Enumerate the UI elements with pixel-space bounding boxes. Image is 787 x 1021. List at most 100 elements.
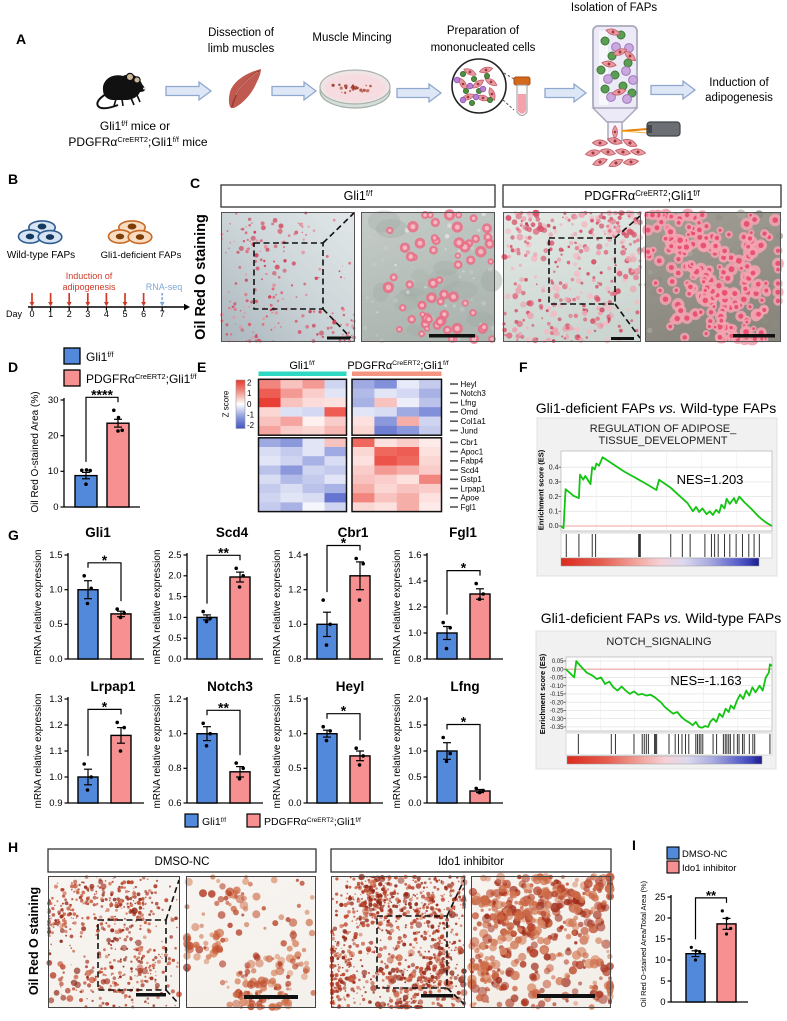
- svg-text:0: 0: [660, 997, 665, 1008]
- svg-text:1.4: 1.4: [408, 576, 421, 587]
- svg-text:B: B: [8, 171, 18, 187]
- svg-text:F: F: [519, 359, 528, 375]
- svg-text:1.0: 1.0: [168, 729, 181, 740]
- svg-text:20: 20: [655, 913, 666, 924]
- svg-text:mRNA relative expression: mRNA relative expression: [152, 549, 163, 664]
- svg-text:Preparation of: Preparation of: [447, 25, 520, 37]
- svg-text:0.0: 0.0: [288, 798, 301, 809]
- svg-text:7: 7: [160, 309, 165, 319]
- svg-text:Oil Red O staining: Oil Red O staining: [193, 214, 209, 340]
- svg-text:RNA-seq: RNA-seq: [146, 282, 183, 292]
- svg-text:Fabp4: Fabp4: [461, 457, 484, 466]
- svg-text:*: *: [461, 560, 467, 576]
- svg-text:-0.25: -0.25: [550, 709, 564, 715]
- svg-text:1.0: 1.0: [288, 619, 301, 630]
- svg-text:Notch3: Notch3: [461, 389, 487, 398]
- svg-text:-2: -2: [247, 421, 255, 430]
- svg-text:Wild-type FAPs: Wild-type FAPs: [7, 250, 75, 261]
- svg-text:Gstp1: Gstp1: [461, 475, 483, 484]
- svg-text:A: A: [16, 31, 26, 47]
- svg-text:1.0: 1.0: [49, 772, 62, 783]
- svg-text:0.5: 0.5: [408, 772, 421, 783]
- svg-text:1.4: 1.4: [288, 550, 301, 561]
- svg-text:NES=-1.163: NES=-1.163: [670, 673, 741, 688]
- svg-text:1.1: 1.1: [49, 746, 62, 757]
- svg-text:mRNA relative expression: mRNA relative expression: [272, 549, 283, 664]
- svg-text:30: 30: [48, 395, 59, 406]
- svg-text:0: 0: [247, 400, 252, 409]
- svg-text:**: **: [218, 544, 229, 560]
- svg-text:mRNA relative expression: mRNA relative expression: [272, 693, 283, 808]
- svg-text:*: *: [461, 714, 467, 730]
- svg-text:PDGFRαCreERT2;Gli1f/f: PDGFRαCreERT2;Gli1f/f: [584, 189, 700, 203]
- svg-text:1.2: 1.2: [288, 585, 301, 596]
- svg-text:I: I: [632, 837, 636, 853]
- svg-text:10: 10: [48, 466, 59, 477]
- svg-text:TISSUE_DEVELOPMENT: TISSUE_DEVELOPMENT: [599, 435, 728, 447]
- svg-text:Gli1f/f mice or: Gli1f/f mice or: [100, 119, 170, 133]
- svg-text:0.00: 0.00: [552, 667, 564, 673]
- svg-text:*: *: [102, 698, 108, 714]
- svg-text:Fgl1: Fgl1: [449, 525, 477, 540]
- svg-text:0.1: 0.1: [549, 509, 559, 516]
- svg-text:1: 1: [247, 389, 252, 398]
- svg-text:2.0: 2.0: [168, 571, 181, 582]
- svg-text:NOTCH_SIGNALING: NOTCH_SIGNALING: [606, 636, 711, 648]
- svg-text:Isolation of FAPs: Isolation of FAPs: [571, 2, 658, 14]
- svg-text:PDGFRαCreERT2;Gli1f/f: PDGFRαCreERT2;Gli1f/f: [264, 816, 361, 828]
- svg-text:DMSO-NC: DMSO-NC: [682, 849, 728, 860]
- svg-text:3: 3: [85, 309, 90, 319]
- svg-text:0.6: 0.6: [168, 798, 181, 809]
- svg-text:0.4: 0.4: [549, 464, 559, 471]
- svg-text:Day: Day: [6, 309, 23, 319]
- svg-text:4: 4: [104, 309, 109, 319]
- svg-text:Gli1f/f: Gli1f/f: [202, 816, 226, 828]
- svg-text:****: ****: [91, 386, 113, 402]
- svg-text:-0.30: -0.30: [550, 717, 564, 723]
- svg-text:-0.15: -0.15: [550, 692, 564, 698]
- svg-text:Induction of: Induction of: [709, 77, 769, 89]
- svg-text:Gli1: Gli1: [85, 525, 111, 540]
- svg-text:PDGFRαCreERT2;Gli1f/f mice: PDGFRαCreERT2;Gli1f/f mice: [68, 135, 207, 149]
- svg-text:1: 1: [48, 309, 53, 319]
- svg-text:-1: -1: [247, 410, 255, 419]
- svg-text:adipogenesis: adipogenesis: [705, 92, 773, 104]
- svg-text:DMSO-NC: DMSO-NC: [155, 856, 210, 868]
- svg-text:**: **: [218, 699, 229, 715]
- svg-text:2: 2: [67, 309, 72, 319]
- svg-text:0.8: 0.8: [408, 654, 421, 665]
- svg-text:Gli1f/f: Gli1f/f: [344, 189, 374, 203]
- svg-text:mRNA relative expression: mRNA relative expression: [152, 693, 163, 808]
- svg-text:1.5: 1.5: [168, 591, 181, 602]
- svg-text:1.2: 1.2: [168, 694, 181, 705]
- svg-text:1.3: 1.3: [49, 694, 62, 705]
- svg-text:10: 10: [655, 955, 666, 966]
- svg-text:Omd: Omd: [461, 408, 478, 417]
- svg-text:Scd4: Scd4: [216, 525, 249, 540]
- svg-text:0.0: 0.0: [549, 523, 559, 530]
- svg-text:Lfng: Lfng: [461, 398, 477, 407]
- svg-text:1.2: 1.2: [408, 602, 421, 613]
- svg-text:Fgl1: Fgl1: [461, 503, 477, 512]
- svg-text:Oil Red O-stained Area/Total A: Oil Red O-stained Area/Total Area (%): [639, 880, 648, 1007]
- svg-text:Apoc1: Apoc1: [461, 447, 484, 456]
- svg-text:mRNA relative expression: mRNA relative expression: [392, 549, 403, 664]
- svg-text:-0.05: -0.05: [550, 676, 564, 682]
- svg-text:D: D: [8, 359, 18, 375]
- svg-text:PDGFRαCreERT2;Gli1f/f: PDGFRαCreERT2;Gli1f/f: [86, 372, 197, 386]
- svg-text:2: 2: [247, 379, 252, 388]
- svg-text:adipogenesis: adipogenesis: [62, 282, 116, 292]
- svg-text:Gli1-deficient FAPs vs. Wild-t: Gli1-deficient FAPs vs. Wild-type FAPs: [536, 400, 776, 416]
- svg-text:-0.20: -0.20: [550, 700, 564, 706]
- svg-text:Col1a1: Col1a1: [461, 417, 487, 426]
- svg-text:0.8: 0.8: [168, 763, 181, 774]
- svg-text:mRNA relative expression: mRNA relative expression: [33, 693, 44, 808]
- svg-text:mRNA relative expression: mRNA relative expression: [33, 549, 44, 664]
- svg-text:1.0: 1.0: [408, 628, 421, 639]
- svg-text:Scd4: Scd4: [461, 466, 480, 475]
- svg-text:Jund: Jund: [461, 426, 478, 435]
- svg-text:0.5: 0.5: [49, 619, 62, 630]
- svg-text:Cbr1: Cbr1: [461, 438, 479, 447]
- svg-text:1.0: 1.0: [49, 585, 62, 596]
- svg-text:0: 0: [29, 309, 34, 319]
